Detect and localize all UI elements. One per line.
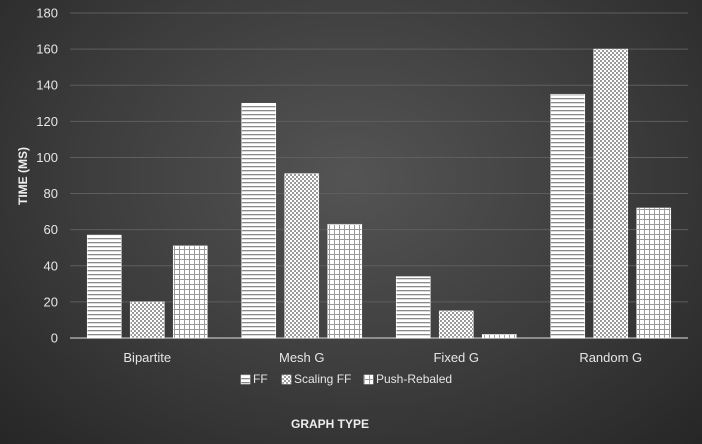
bar-push-rebaled-random-g <box>636 207 672 339</box>
y-axis-title: TIME (MS) <box>16 147 30 205</box>
bars <box>86 48 672 339</box>
y-tick-label: 180 <box>36 6 58 21</box>
legend-label: Scaling FF <box>294 372 351 386</box>
bar-scaling-ff-fixed-g <box>438 310 474 339</box>
y-tick-label: 60 <box>44 222 58 237</box>
y-tick-label: 40 <box>44 258 58 273</box>
bar-push-rebaled-fixed-g <box>481 334 517 339</box>
bar-scaling-ff-bipartite <box>129 301 165 339</box>
y-tick-label: 0 <box>51 331 58 346</box>
x-tick-label: Bipartite <box>123 350 171 365</box>
bar-push-rebaled-mesh-g <box>327 223 363 339</box>
x-tick-label: Fixed G <box>433 350 479 365</box>
bar-ff-bipartite <box>86 234 122 339</box>
y-axis-ticks: 0 20 40 60 80 100 120 140 160 180 <box>36 6 58 346</box>
y-tick-label: 80 <box>44 186 58 201</box>
x-tick-label: Mesh G <box>279 350 325 365</box>
x-axis-title: GRAPH TYPE <box>291 417 369 431</box>
legend-swatch <box>281 374 292 385</box>
bar-ff-mesh-g <box>241 102 277 339</box>
x-tick-label: Random G <box>579 350 642 365</box>
bar-scaling-ff-random-g <box>593 48 629 339</box>
y-tick-label: 100 <box>36 150 58 165</box>
legend-label: Push-Rebaled <box>376 372 452 386</box>
bar-scaling-ff-mesh-g <box>284 173 320 339</box>
bar-ff-fixed-g <box>395 276 431 339</box>
y-tick-label: 160 <box>36 42 58 57</box>
legend-swatch <box>240 374 251 385</box>
x-axis-ticks: Bipartite Mesh G Fixed G Random G <box>123 350 642 365</box>
bar-push-rebaled-bipartite <box>172 245 208 339</box>
y-tick-label: 120 <box>36 114 58 129</box>
bar-ff-random-g <box>550 93 586 339</box>
y-tick-label: 20 <box>44 294 58 309</box>
legend-label: FF <box>253 372 268 386</box>
legend: FF Scaling FF Push-Rebaled <box>240 372 452 386</box>
y-tick-label: 140 <box>36 78 58 93</box>
legend-swatch <box>363 374 374 385</box>
